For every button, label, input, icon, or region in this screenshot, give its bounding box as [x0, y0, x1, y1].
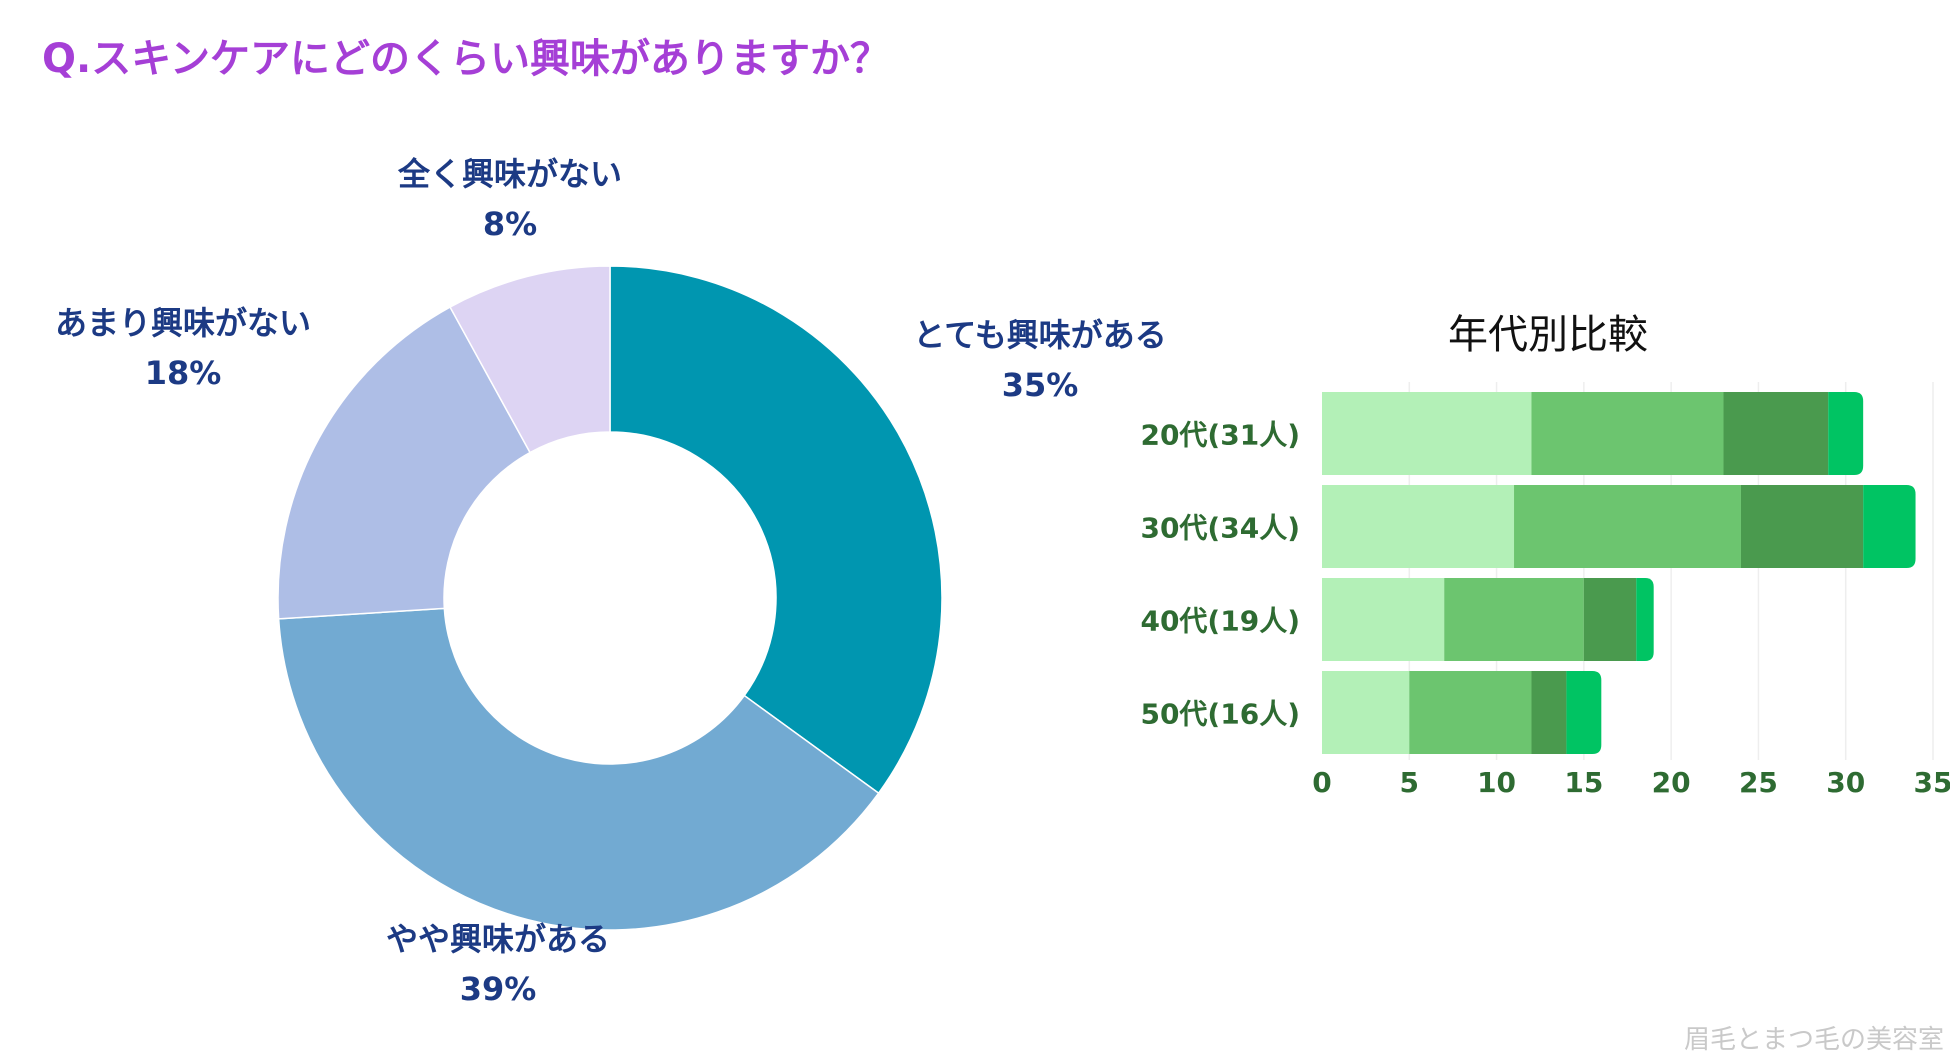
bar-segment — [1583, 578, 1637, 661]
page-title: Q.スキンケアにどのくらい興味がありますか？ — [42, 36, 890, 82]
slice-label: あまり興味がない — [55, 304, 311, 342]
bar-segment — [1531, 392, 1724, 475]
bar-chart-title: 年代別比較 — [1448, 312, 1648, 358]
category-label: 50代(16人) — [1140, 698, 1300, 731]
bar-segment — [1322, 578, 1445, 661]
donut-slice — [449, 265, 611, 454]
category-label: 30代(34人) — [1140, 512, 1300, 545]
bar-segment — [1444, 578, 1584, 661]
x-tick-label: 15 — [1564, 766, 1603, 799]
donut-slice — [609, 265, 943, 795]
stacked-bar-chart: 年代別比較 20代(31人) 30代(34人) 40代(19人) 50代(16人) 0 5 1… — [1140, 312, 1950, 799]
bar-segment — [1531, 671, 1567, 754]
x-tick-label: 0 — [1312, 766, 1331, 799]
slice-label: やや興味がある — [386, 920, 610, 958]
donut-slice — [277, 607, 880, 931]
bar-segment — [1636, 578, 1654, 661]
slice-value-label: 8% — [483, 205, 537, 243]
slice-label: とても興味がある — [913, 316, 1166, 354]
bar-segment — [1322, 671, 1410, 754]
donut-chart: とても興味がある 35% やや興味がある 39% あまり興味がない 18% 全く興味がない 8… — [55, 155, 1167, 1008]
bar-segment — [1863, 485, 1916, 568]
x-tick-label: 20 — [1652, 766, 1691, 799]
donut-slice — [277, 306, 532, 620]
watermark: 眉毛とまつ毛の美容室 — [1683, 1025, 1944, 1055]
x-tick-label: 30 — [1826, 766, 1865, 799]
category-label: 20代(31人) — [1140, 419, 1300, 452]
bar-segment — [1322, 392, 1532, 475]
bar-segment — [1409, 671, 1532, 754]
slice-value-label: 39% — [460, 970, 537, 1008]
bar-segment — [1566, 671, 1602, 754]
slice-value-label: 35% — [1002, 366, 1079, 404]
slice-label: 全く興味がない — [397, 155, 622, 193]
x-tick-label: 35 — [1914, 766, 1950, 799]
bar-segment — [1740, 485, 1864, 568]
category-label: 40代(19人) — [1140, 605, 1300, 638]
bar-segment — [1322, 485, 1515, 568]
x-tick-label: 25 — [1739, 766, 1778, 799]
bar-segment — [1723, 392, 1829, 475]
bar-segment — [1828, 392, 1864, 475]
x-tick-label: 10 — [1477, 766, 1516, 799]
slice-value-label: 18% — [145, 354, 222, 392]
bar-segment — [1514, 485, 1741, 568]
x-tick-label: 5 — [1400, 766, 1419, 799]
